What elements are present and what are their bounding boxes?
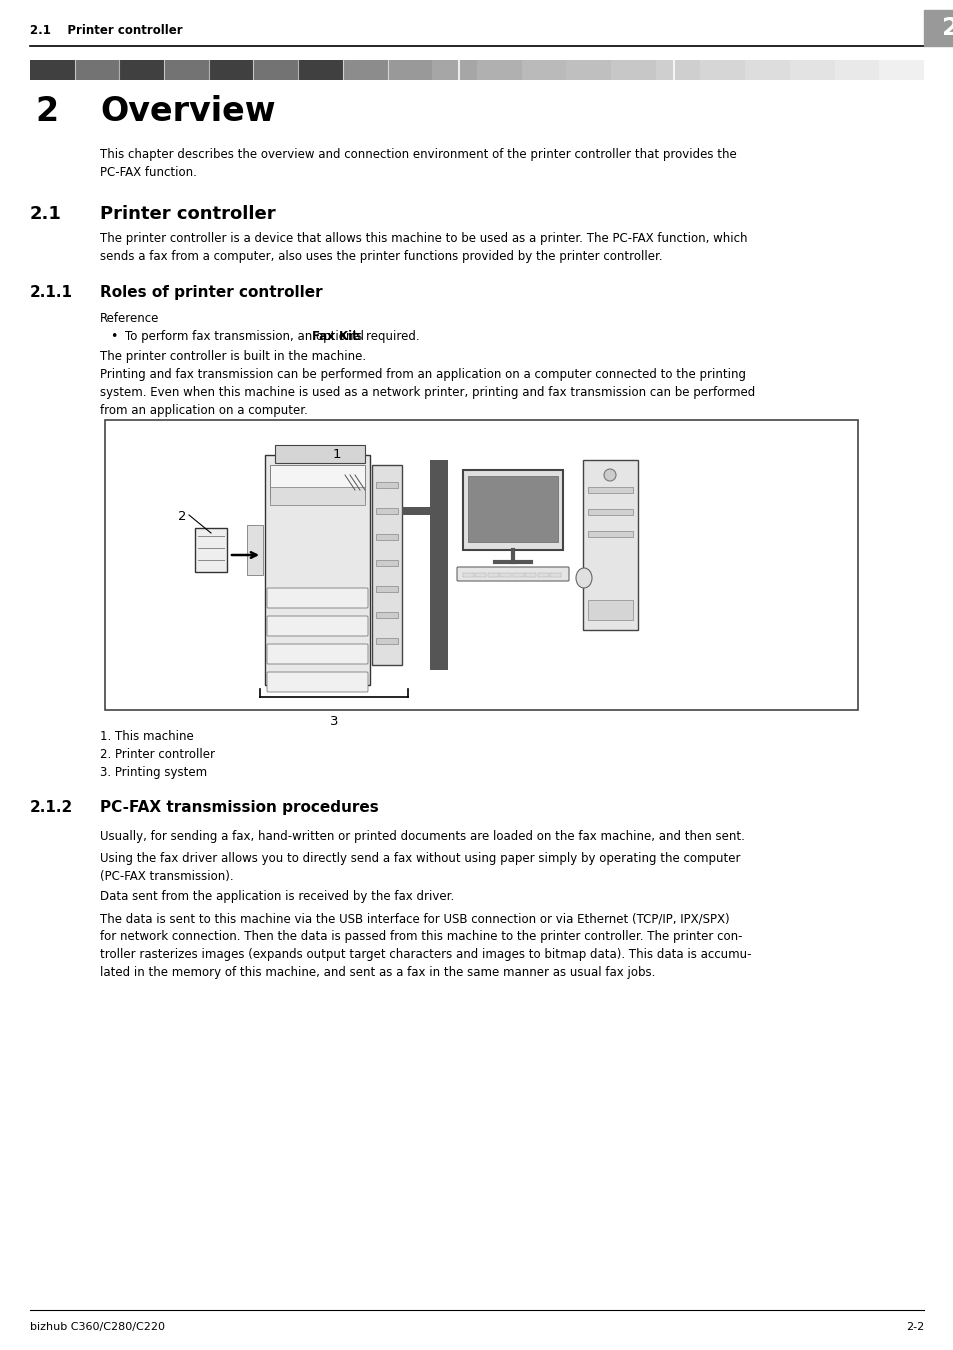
Bar [30, 59, 74, 80]
Bar [462, 572, 474, 576]
Bar [468, 477, 558, 541]
Bar [401, 508, 432, 514]
Text: 2.1: 2.1 [30, 205, 62, 223]
Bar [475, 572, 485, 576]
Text: •: • [110, 329, 117, 343]
Text: The printer controller is built in the machine.: The printer controller is built in the m… [100, 350, 366, 363]
Bar [265, 455, 370, 684]
Bar [488, 572, 498, 576]
Bar [375, 535, 397, 540]
Text: 3: 3 [330, 716, 338, 728]
Bar [550, 572, 560, 576]
Text: The printer controller is a device that allows this machine to be used as a prin: The printer controller is a device that … [100, 232, 747, 263]
Bar [521, 59, 566, 80]
Text: PC-FAX transmission procedures: PC-FAX transmission procedures [100, 801, 378, 815]
Bar [119, 59, 164, 80]
Bar [375, 639, 397, 644]
Text: Data sent from the application is received by the fax driver.: Data sent from the application is receiv… [100, 890, 454, 903]
Bar [372, 464, 401, 666]
Bar [499, 572, 511, 576]
Bar [587, 599, 633, 620]
Bar [432, 59, 476, 80]
Text: 2: 2 [942, 16, 953, 40]
Bar [209, 59, 253, 80]
Bar [834, 59, 879, 80]
Bar [566, 59, 611, 80]
Bar [274, 446, 365, 463]
Text: This chapter describes the overview and connection environment of the printer co: This chapter describes the overview and … [100, 148, 736, 180]
Bar [105, 420, 857, 710]
Text: To perform fax transmission, an optional: To perform fax transmission, an optional [125, 329, 367, 343]
Bar [923, 9, 953, 46]
Text: Printer controller: Printer controller [100, 205, 275, 223]
Bar [537, 572, 548, 576]
Text: 3. Printing system: 3. Printing system [100, 765, 207, 779]
Bar [270, 487, 365, 505]
Text: 2: 2 [35, 95, 58, 128]
Text: Usually, for sending a fax, hand-written or printed documents are loaded on the : Usually, for sending a fax, hand-written… [100, 830, 744, 842]
Text: Using the fax driver allows you to directly send a fax without using paper simpl: Using the fax driver allows you to direc… [100, 852, 740, 883]
Bar [74, 59, 119, 80]
Bar [587, 531, 633, 537]
FancyBboxPatch shape [267, 589, 368, 608]
Bar [524, 572, 536, 576]
FancyBboxPatch shape [267, 644, 368, 664]
Bar [342, 59, 387, 80]
Bar [462, 470, 562, 549]
Text: The data is sent to this machine via the USB interface for USB connection or via: The data is sent to this machine via the… [100, 913, 751, 979]
Bar [611, 59, 655, 80]
Bar [744, 59, 789, 80]
FancyBboxPatch shape [267, 616, 368, 636]
Bar [270, 464, 365, 500]
Bar [375, 508, 397, 514]
Bar [194, 528, 227, 572]
Text: is required.: is required. [348, 329, 418, 343]
Circle shape [603, 468, 616, 481]
Bar [655, 59, 700, 80]
FancyBboxPatch shape [267, 672, 368, 693]
Text: 1. This machine: 1. This machine [100, 730, 193, 742]
Bar [375, 482, 397, 487]
Bar [582, 460, 638, 630]
Bar [247, 525, 263, 575]
Text: Fax Kit: Fax Kit [312, 329, 357, 343]
Text: Printing and fax transmission can be performed from an application on a computer: Printing and fax transmission can be per… [100, 369, 755, 417]
Bar [587, 487, 633, 493]
Text: Overview: Overview [100, 95, 275, 128]
Text: bizhub C360/C280/C220: bizhub C360/C280/C220 [30, 1322, 165, 1332]
Bar [375, 612, 397, 618]
Text: 2.1.2: 2.1.2 [30, 801, 73, 815]
Bar [700, 59, 744, 80]
Bar [164, 59, 209, 80]
Bar [430, 460, 448, 670]
Text: Reference: Reference [100, 312, 159, 325]
Bar [587, 509, 633, 514]
Bar [387, 59, 432, 80]
Text: 2: 2 [178, 510, 187, 522]
Bar [375, 560, 397, 566]
Bar [375, 586, 397, 593]
Text: 2-2: 2-2 [904, 1322, 923, 1332]
Bar [253, 59, 298, 80]
Text: 2.1.1: 2.1.1 [30, 285, 73, 300]
Ellipse shape [576, 568, 592, 589]
Text: 2.1    Printer controller: 2.1 Printer controller [30, 23, 182, 36]
Bar [298, 59, 342, 80]
Bar [476, 59, 521, 80]
Bar [879, 59, 923, 80]
FancyBboxPatch shape [456, 567, 568, 580]
Text: 2. Printer controller: 2. Printer controller [100, 748, 214, 761]
Bar [789, 59, 834, 80]
Text: 1: 1 [333, 448, 341, 460]
Text: Roles of printer controller: Roles of printer controller [100, 285, 322, 300]
Bar [513, 572, 523, 576]
